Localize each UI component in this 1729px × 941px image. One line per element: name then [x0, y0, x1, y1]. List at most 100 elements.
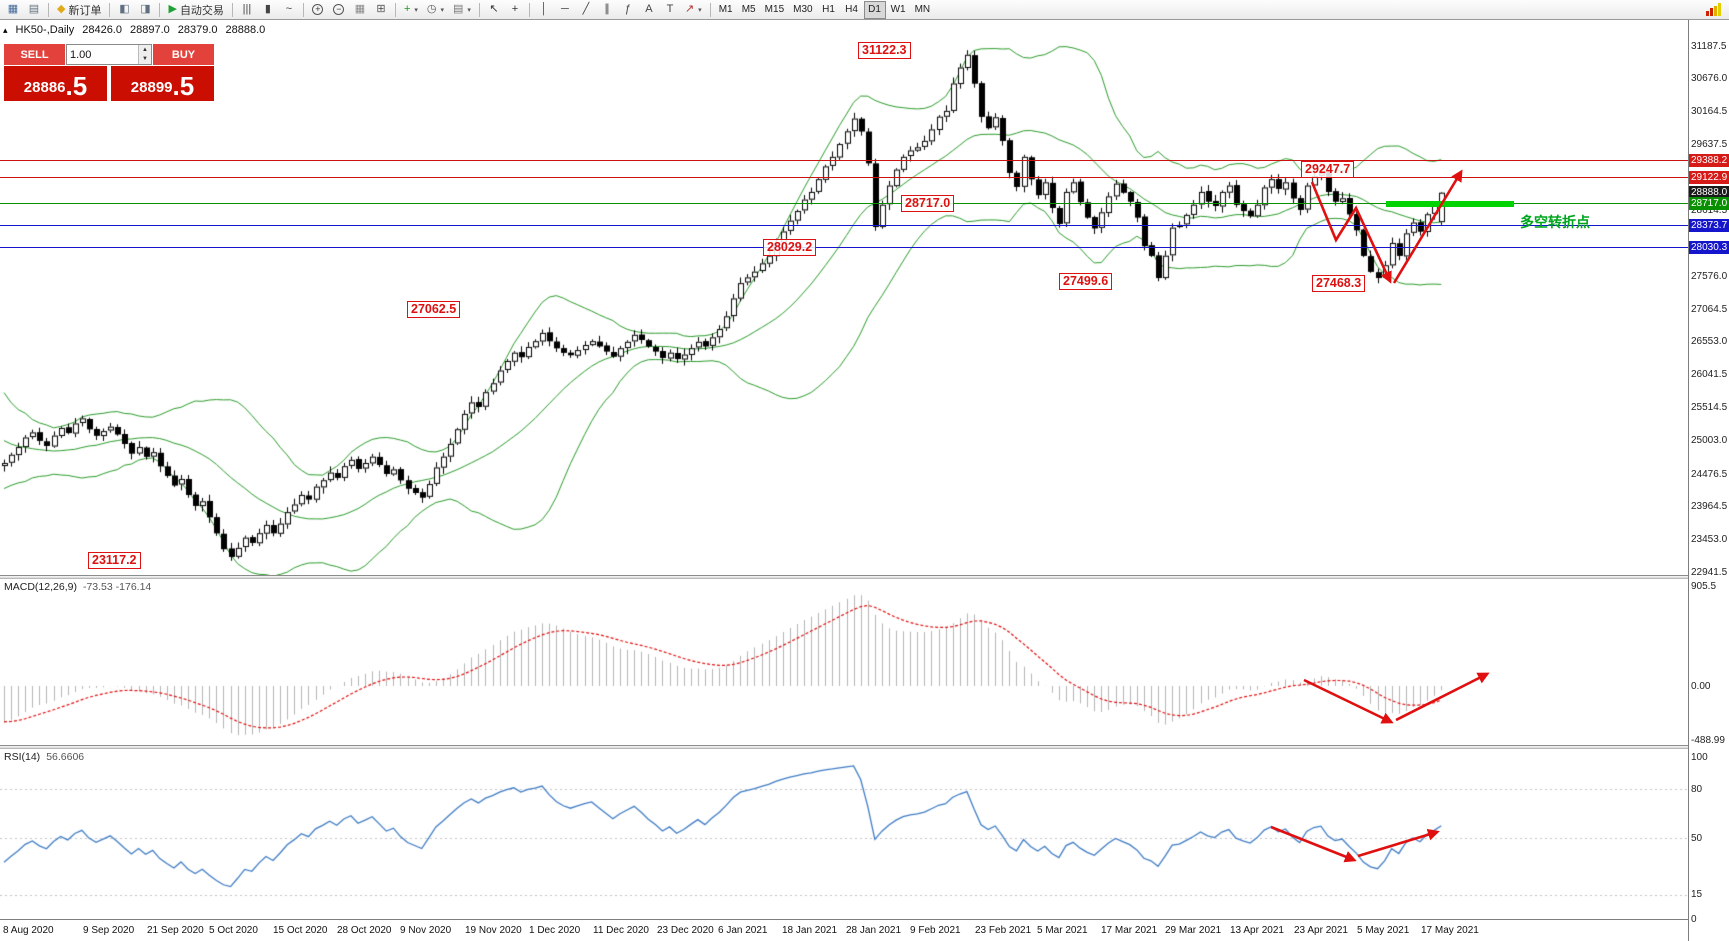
buy-price-button[interactable]: 28899.5 — [111, 66, 214, 101]
timeframe-h4[interactable]: H4 — [841, 1, 863, 19]
zoom-in-icon: + — [312, 4, 324, 15]
crosshair-button[interactable]: + — [505, 1, 525, 19]
price-scale-tick: 31187.5 — [1691, 40, 1727, 52]
ohlc-open: 28426.0 — [82, 24, 122, 36]
timeframe-mn[interactable]: MN — [911, 1, 935, 19]
tile-windows-button[interactable]: ⊞ — [371, 1, 391, 19]
timeframe-m5[interactable]: M5 — [738, 1, 760, 19]
trendline-button[interactable]: ╱ — [576, 1, 596, 19]
horizontal-line-icon: ─ — [561, 3, 569, 15]
time-axis-label: 9 Nov 2020 — [400, 925, 452, 936]
time-axis-label: 23 Dec 2020 — [657, 925, 714, 936]
auto-trading-button[interactable]: ▶ 自动交易 — [164, 1, 227, 19]
new-chart-icon: ▦ — [7, 3, 19, 15]
chart-profiles-button[interactable]: ▤ — [24, 1, 44, 19]
sell-price-main: 28886 — [23, 79, 66, 96]
one-click-trade-panel: SELL ▲ ▼ BUY 28886.5 28899.5 — [4, 44, 214, 101]
time-axis-label: 9 Sep 2020 — [83, 925, 135, 936]
price-scale-tick: 23964.5 — [1691, 501, 1728, 513]
rsi-indicator-label: RSI(14) 56.6606 — [4, 751, 84, 763]
macd-panel-canvas[interactable] — [0, 579, 1687, 745]
dropdown-arrow-icon: ▾ — [414, 6, 418, 14]
auto-trading-label: 自动交易 — [179, 4, 224, 17]
price-scale-tick: 28614.5 — [1691, 204, 1728, 216]
zoom-in-button[interactable]: + — [308, 1, 328, 19]
chart-line-mode-button[interactable]: ~ — [279, 1, 299, 19]
price-scale-tick: 29637.5 — [1691, 139, 1728, 151]
time-axis-label: 18 Jan 2021 — [782, 925, 838, 936]
time-axis-label: 5 Mar 2021 — [1037, 925, 1088, 936]
volume-down-button[interactable]: ▼ — [139, 54, 151, 64]
volume-up-button[interactable]: ▲ — [139, 45, 151, 55]
price-scale[interactable]: 31187.5 30676.0 30164.5 29637.5 28614.5 27576… — [1688, 20, 1729, 941]
time-axis[interactable]: 8 Aug 2020 9 Sep 2020 21 Sep 2020 5 Oct 202… — [0, 919, 1688, 941]
time-axis-label: 28 Oct 2020 — [337, 925, 392, 936]
zoom-out-button[interactable]: − — [329, 1, 349, 19]
toolbar-separator — [394, 2, 396, 17]
turning-point-label: 多空转折点 — [1520, 214, 1590, 230]
sell-button[interactable]: SELL — [4, 44, 65, 65]
auto-trading-icon: ▶ — [168, 3, 177, 15]
market-watch-button[interactable]: ◧ — [114, 1, 134, 19]
chart-grid-icon: ▦ — [354, 3, 366, 15]
time-axis-label: 23 Feb 2021 — [975, 925, 1032, 936]
templates-button[interactable]: ▤ ▾ — [449, 1, 475, 19]
timeframe-m30[interactable]: M30 — [789, 1, 816, 19]
rsi-panel-canvas[interactable] — [0, 749, 1687, 919]
new-order-button[interactable]: ◆ 新订单 — [53, 1, 105, 19]
ohlc-high: 28897.0 — [129, 24, 170, 36]
text-label-button[interactable]: T — [660, 1, 680, 19]
price-scale-tick: 27064.5 — [1691, 303, 1728, 315]
time-axis-label: 11 Dec 2020 — [593, 925, 649, 936]
timeframe-d1[interactable]: D1 — [863, 0, 886, 19]
fibonacci-button[interactable]: ƒ — [618, 1, 638, 19]
price-annotation: 23117.2 — [88, 552, 141, 570]
toolbar-separator — [302, 2, 304, 17]
macd-name: MACD(12,26,9) — [4, 581, 77, 593]
vertical-line-icon: │ — [540, 3, 548, 15]
volume-input[interactable] — [67, 45, 138, 64]
timeframe-h1[interactable]: H1 — [818, 1, 840, 19]
data-window-button[interactable]: ◨ — [135, 1, 155, 19]
connection-bar — [1706, 11, 1709, 16]
templates-icon: ▤ — [453, 3, 464, 15]
periods-button[interactable]: ◷ ▾ — [423, 1, 448, 19]
chart-candles-mode-button[interactable]: ▮ — [258, 1, 278, 19]
cursor-button[interactable]: ↖ — [484, 1, 504, 19]
text-button[interactable]: A — [639, 1, 659, 19]
timeframe-m15[interactable]: M15 — [761, 1, 788, 19]
rsi-panel-resize-handle[interactable] — [0, 745, 1729, 749]
rsi-scale-tick: 15 — [1691, 889, 1703, 901]
arrows-tool-button[interactable]: ↗ ▾ — [681, 1, 706, 19]
one-click-collapse-icon[interactable]: ▴ — [3, 24, 8, 35]
time-axis-label: 23 Apr 2021 — [1294, 925, 1348, 936]
sell-price-frac: .5 — [65, 71, 88, 101]
sell-price-button[interactable]: 28886.5 — [4, 66, 107, 101]
dropdown-arrow-icon: ▾ — [698, 6, 702, 14]
horizontal-line-button[interactable]: ─ — [555, 1, 575, 19]
fibonacci-icon: ƒ — [624, 3, 631, 15]
rsi-scale-tick: 80 — [1691, 783, 1703, 795]
text-icon: A — [645, 3, 653, 15]
price-scale-tick: 24476.5 — [1691, 468, 1728, 480]
crosshair-icon: + — [511, 3, 519, 15]
price-badge: 29122.9 — [1689, 171, 1729, 185]
toolbar-separator — [109, 2, 111, 17]
chart-grid-button[interactable]: ▦ — [350, 1, 370, 19]
chart-bars-mode-button[interactable]: ||| — [237, 1, 257, 19]
channel-button[interactable]: ∥ — [597, 1, 617, 19]
vertical-line-button[interactable]: │ — [534, 1, 554, 19]
buy-button[interactable]: BUY — [153, 44, 214, 65]
price-scale-tick: 23453.0 — [1691, 533, 1728, 545]
main-chart-canvas[interactable] — [0, 20, 1687, 575]
price-scale-tick: 27576.0 — [1691, 270, 1728, 282]
time-axis-label: 6 Jan 2021 — [718, 925, 768, 936]
new-chart-button[interactable]: ▦ — [3, 1, 23, 19]
macd-panel-resize-handle[interactable] — [0, 575, 1729, 579]
timeframe-m1[interactable]: M1 — [715, 1, 737, 19]
dropdown-arrow-icon: ▾ — [440, 6, 445, 14]
rsi-scale-tick: 100 — [1691, 751, 1708, 763]
timeframe-w1[interactable]: W1 — [887, 1, 910, 19]
indicators-button[interactable]: + ▾ — [400, 1, 422, 19]
price-scale-tick: 26041.5 — [1691, 368, 1728, 380]
